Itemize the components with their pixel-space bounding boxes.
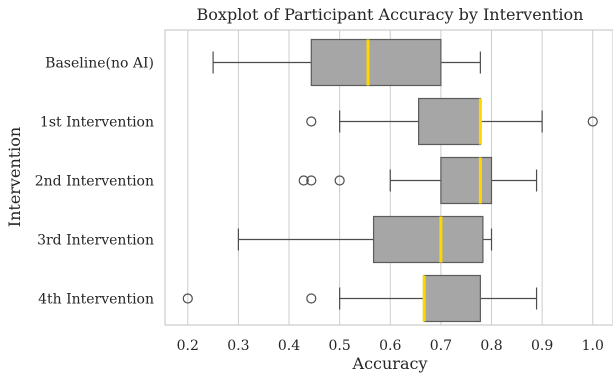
x-tick-label: 0.4 bbox=[278, 338, 300, 354]
x-tick-label: 0.9 bbox=[531, 338, 553, 354]
outlier-point bbox=[587, 116, 598, 127]
y-axis-label: Intervention bbox=[5, 127, 24, 227]
iqr-box bbox=[440, 156, 493, 205]
x-tick-label: 0.6 bbox=[379, 338, 401, 354]
x-tick-labels: 0.2 0.3 0.4 0.5 0.6 0.7 0.8 0.9 1.0 bbox=[177, 338, 604, 354]
x-axis-label: Accuracy bbox=[352, 354, 428, 373]
x-tick-label: 0.3 bbox=[227, 338, 249, 354]
y-category-label: Baseline(no AI) bbox=[45, 56, 154, 72]
iqr-box bbox=[423, 274, 481, 323]
boxes bbox=[182, 38, 598, 323]
outlier-point bbox=[306, 175, 317, 186]
outlier-point bbox=[306, 116, 317, 127]
x-tick-label: 0.2 bbox=[177, 338, 199, 354]
box-group bbox=[237, 215, 493, 264]
outlier-point bbox=[182, 293, 193, 304]
iqr-box bbox=[418, 97, 481, 146]
box-group bbox=[182, 274, 538, 323]
plot-frame bbox=[164, 29, 613, 326]
y-category-label: 4th Intervention bbox=[38, 292, 154, 308]
box-group bbox=[298, 156, 538, 205]
outlier-point bbox=[298, 175, 309, 186]
chart-title: Boxplot of Participant Accuracy by Inter… bbox=[197, 5, 584, 24]
box-group bbox=[212, 38, 481, 87]
iqr-box bbox=[372, 215, 484, 264]
box-group bbox=[306, 97, 598, 146]
outlier-point bbox=[306, 293, 317, 304]
x-tick-label: 0.5 bbox=[329, 338, 351, 354]
y-category-label: 1st Intervention bbox=[40, 115, 154, 131]
x-tick-label: 0.8 bbox=[480, 338, 502, 354]
y-category-label: 3rd Intervention bbox=[37, 233, 154, 249]
x-tick-label: 0.7 bbox=[430, 338, 452, 354]
iqr-box bbox=[310, 38, 442, 87]
x-tick-label: 1.0 bbox=[582, 338, 604, 354]
y-category-label: 2nd Intervention bbox=[35, 174, 154, 190]
outlier-point bbox=[334, 175, 345, 186]
y-category-labels: Baseline(no AI) 1st Intervention 2nd Inter… bbox=[35, 56, 154, 308]
